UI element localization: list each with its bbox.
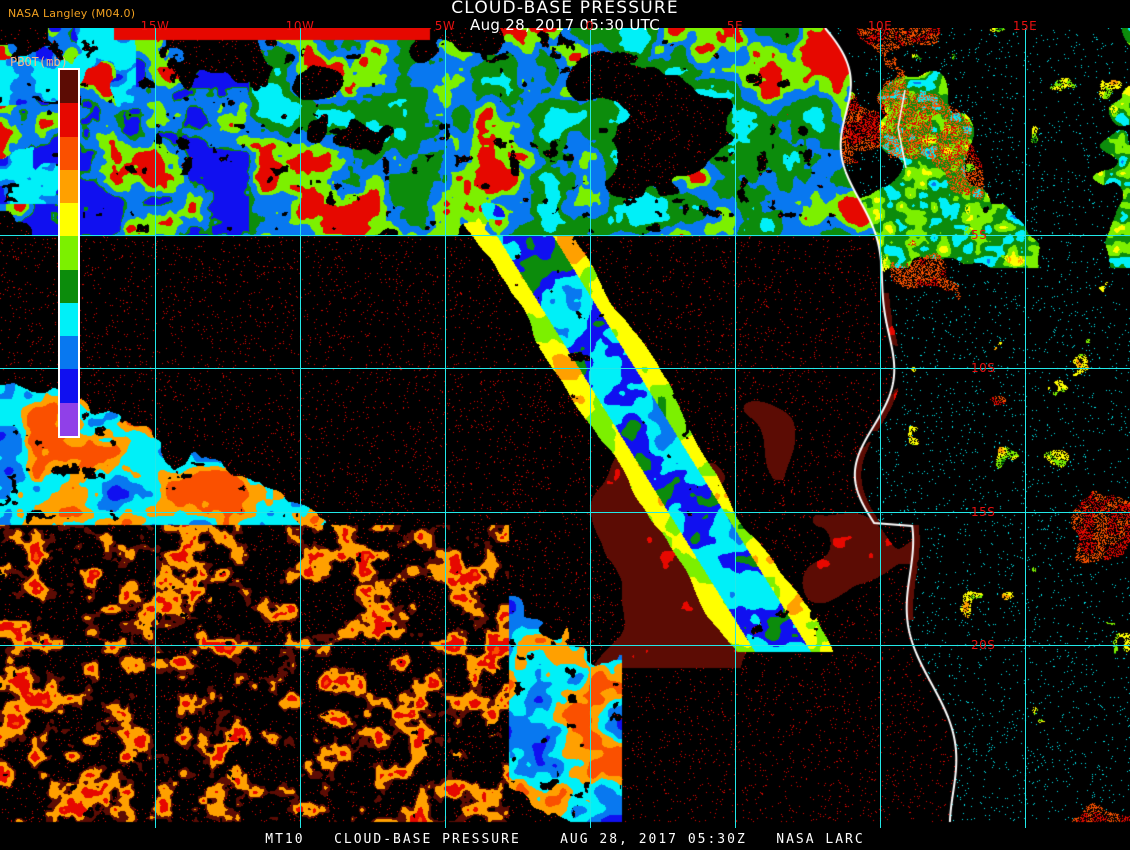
agency-tag: NASA Langley (M04.0) — [8, 7, 136, 20]
lat-label-20S: 20S — [971, 638, 996, 652]
lon-label-10W: 10W — [285, 19, 315, 33]
legend-title: PBOT(mb) — [10, 55, 68, 69]
colorbar-band-700 — [60, 236, 78, 270]
footer-caption-bar: MT10 CLOUD-BASE PRESSURE AUG 28, 2017 05… — [0, 828, 1130, 850]
cloud-base-pressure-raster — [0, 28, 1130, 828]
lon-label-15W: 15W — [140, 19, 170, 33]
colorbar-band-600 — [60, 269, 78, 303]
lon-label-0: 0 — [585, 19, 595, 33]
colorbar-band-1050 — [60, 70, 78, 104]
lon-label-5E: 5E — [726, 19, 744, 33]
footer-caption: MT10 CLOUD-BASE PRESSURE AUG 28, 2017 05… — [265, 831, 865, 847]
lon-label-15E: 15E — [1012, 19, 1038, 33]
colorbar-band-400 — [60, 336, 78, 370]
colorbar-band-500 — [60, 302, 78, 337]
page-title: CLOUD-BASE PRESSURE — [451, 0, 679, 18]
colorbar-swatches — [58, 68, 80, 438]
lon-label-10E: 10E — [867, 19, 893, 33]
colorbar-band-200 — [60, 402, 78, 436]
colorbar-band-950 — [60, 136, 78, 170]
lat-label-10S: 10S — [971, 361, 996, 375]
map-image-area — [0, 28, 1130, 828]
colorbar-band-900 — [60, 169, 78, 204]
lon-label-5W: 5W — [434, 19, 456, 33]
colorbar-band-1000 — [60, 103, 78, 137]
lat-label-15S: 15S — [971, 505, 996, 519]
lat-label-5S: 5S — [971, 228, 988, 242]
colorbar-band-300 — [60, 369, 78, 403]
colorbar-legend: PBOT(mb) 1050100095090080070060050040030… — [6, 55, 80, 438]
colorbar-band-800 — [60, 203, 78, 237]
